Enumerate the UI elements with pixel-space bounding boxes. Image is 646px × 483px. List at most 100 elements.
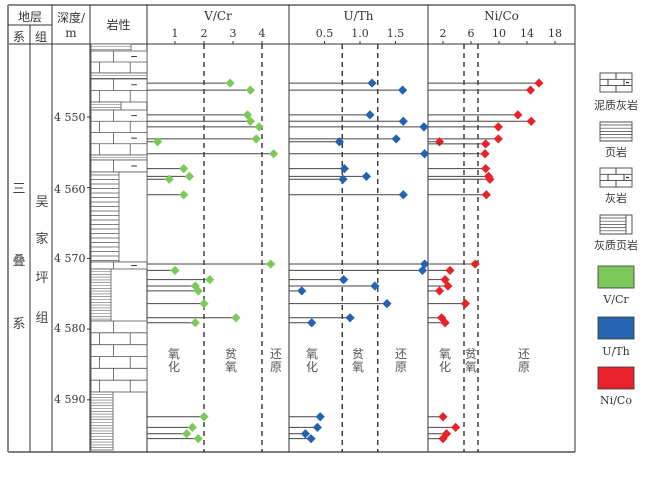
data-point xyxy=(205,275,215,285)
data-point xyxy=(182,429,192,439)
data-point xyxy=(470,259,480,269)
data-point xyxy=(306,434,316,444)
data-point xyxy=(300,429,310,439)
x-tick-label: 10 xyxy=(492,27,506,40)
data-point xyxy=(445,265,455,276)
legend-label-uth: U/Th xyxy=(602,345,630,358)
data-point xyxy=(513,110,523,120)
x-tick-label: 0.5 xyxy=(316,27,334,40)
data-point xyxy=(419,122,429,132)
data-point xyxy=(312,422,322,432)
data-point xyxy=(481,164,491,174)
data-point xyxy=(481,139,491,149)
data-point xyxy=(231,313,241,323)
data-point xyxy=(443,281,453,291)
legend-swatch-vcr xyxy=(597,265,635,289)
lith-limestone xyxy=(90,159,148,173)
data-point xyxy=(184,171,195,181)
data-point xyxy=(187,422,197,432)
header-depth-unit: m xyxy=(65,26,77,40)
data-point xyxy=(367,78,377,88)
data-point xyxy=(361,171,371,181)
data-point xyxy=(420,259,430,269)
data-point xyxy=(493,134,503,144)
data-point xyxy=(534,78,544,88)
legend-swatch-uth xyxy=(597,316,635,340)
data-point xyxy=(315,412,325,422)
data-point xyxy=(190,318,200,328)
lith-shale xyxy=(90,43,132,52)
data-point xyxy=(254,122,264,132)
uth-zone-anoxic: 还原 xyxy=(394,347,407,375)
data-point xyxy=(307,318,317,328)
data-point xyxy=(170,265,180,276)
x-tick-label: 2 xyxy=(440,27,447,40)
legend-label-shale: 页岩 xyxy=(605,146,627,159)
data-point xyxy=(526,116,536,126)
data-point xyxy=(245,85,255,95)
data-point xyxy=(193,286,203,296)
data-point xyxy=(339,164,349,174)
x-tick-label: 3 xyxy=(230,27,237,40)
data-point xyxy=(391,134,401,144)
depth-tick-4580: 4 580 xyxy=(54,322,86,335)
data-point xyxy=(480,149,490,159)
legend-swatch-nico xyxy=(597,366,635,390)
data-point xyxy=(417,265,428,276)
data-point xyxy=(193,434,203,444)
formation-char-3: 坪 xyxy=(35,271,49,286)
data-point xyxy=(485,174,495,184)
uth-zone-oxic: 氧化 xyxy=(305,347,318,375)
legend-label-vcr: V/Cr xyxy=(603,293,629,306)
data-point xyxy=(339,275,349,285)
data-point xyxy=(434,286,445,296)
header-depth: 深度/ xyxy=(56,11,86,25)
vcr-zone-dysoxic: 贫氧 xyxy=(224,347,237,375)
header-formation: 组 xyxy=(34,30,47,44)
nico-zone-anoxic: 还原 xyxy=(517,347,530,375)
data-point xyxy=(266,259,276,269)
panel-title-0: V/Cr xyxy=(203,9,232,23)
data-point xyxy=(251,134,261,144)
nico-zone-oxic: 氧化 xyxy=(438,347,451,375)
x-tick-label: 1 xyxy=(172,27,179,40)
depth-tick-4550: 4 550 xyxy=(54,111,86,124)
x-tick-label: 1.0 xyxy=(351,27,369,40)
data-point xyxy=(179,164,189,174)
data-point xyxy=(179,190,189,200)
x-tick-label: 1.5 xyxy=(387,27,405,40)
header-strata: 地层 xyxy=(17,10,42,24)
data-point xyxy=(437,313,447,323)
data-point xyxy=(451,422,461,432)
data-point xyxy=(242,110,253,120)
data-point xyxy=(199,299,209,309)
lith-shale xyxy=(90,391,114,451)
data-point xyxy=(398,190,408,200)
data-point xyxy=(493,122,503,132)
header-lithology: 岩性 xyxy=(106,18,131,32)
panel-title-2: Ni/Co xyxy=(484,9,519,23)
data-point xyxy=(345,313,355,323)
data-point xyxy=(269,149,279,159)
data-point xyxy=(334,137,345,147)
data-point xyxy=(420,149,430,159)
panel-title-1: U/Th xyxy=(344,9,374,23)
lith-shale xyxy=(90,101,122,111)
data-point xyxy=(338,174,348,184)
depth-tick-4560: 4 560 xyxy=(54,183,86,196)
data-point xyxy=(164,174,174,184)
x-tick-label: 14 xyxy=(520,27,534,40)
lith-limestone xyxy=(90,261,148,270)
header-system: 系 xyxy=(12,30,25,44)
uth-zone-dysoxic: 贫氧 xyxy=(351,347,364,375)
vcr-zone-anoxic: 还原 xyxy=(269,347,282,375)
formation-char-4: 组 xyxy=(35,311,49,326)
depth-tick-4570: 4 570 xyxy=(54,252,86,265)
data-point xyxy=(438,412,448,422)
data-point xyxy=(297,286,307,296)
data-point xyxy=(438,434,448,444)
data-point xyxy=(365,110,375,120)
system-char-3: 系 xyxy=(12,317,26,332)
data-point xyxy=(382,299,392,309)
